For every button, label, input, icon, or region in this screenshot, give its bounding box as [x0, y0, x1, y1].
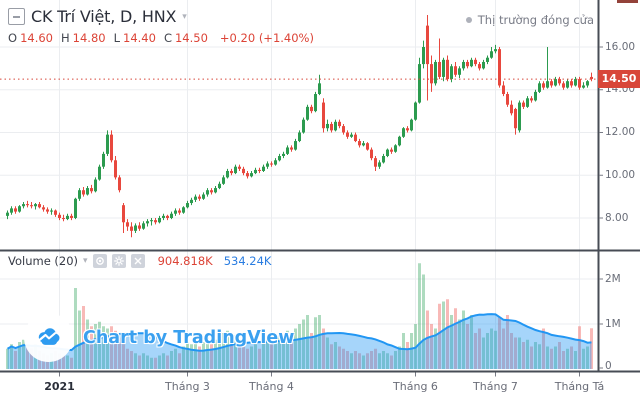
axis-tick-marks: [59, 46, 603, 377]
pane-borders: [0, 0, 640, 373]
legend-collapse-button[interactable]: [8, 8, 25, 25]
volume-ma-value: 534.24K: [223, 254, 272, 268]
visibility-eye-icon[interactable]: [92, 254, 107, 268]
screen-edge-artifact: [617, 0, 638, 3]
ohlc-legend: O 14.60 H 14.80 L 14.40 C 14.50 +0.20 (+…: [8, 31, 314, 45]
gear-icon[interactable]: [111, 254, 126, 268]
volume-indicator-legend: Volume (20) ▾ 904.818K 534.24K: [8, 254, 271, 268]
chevron-down-icon[interactable]: ▾: [182, 11, 187, 22]
tradingview-logo-icon: [24, 313, 73, 362]
volume-indicator-label: Volume (20): [8, 254, 79, 268]
price-change-value: +0.20 (+1.40%): [219, 31, 314, 45]
ohlc-open-value: 14.60: [20, 31, 53, 45]
volume-current-value: 904.818K: [157, 254, 213, 268]
volume-bars: [6, 263, 593, 369]
watermark-text: Chart by TradingView: [83, 327, 295, 348]
ohlc-open-label: O: [8, 31, 18, 45]
ohlc-close-label: C: [163, 31, 172, 45]
market-status: Thị trường đóng cửa: [465, 13, 594, 27]
candlesticks: [6, 14, 593, 238]
ohlc-low-value: 14.40: [123, 31, 156, 45]
volume-ma-area: [7, 313, 592, 369]
close-icon[interactable]: [130, 254, 145, 268]
symbol-title[interactable]: CK Trí Việt, D, HNX: [31, 7, 177, 26]
tradingview-watermark[interactable]: Chart by TradingView: [24, 313, 294, 362]
ohlc-high-label: H: [61, 31, 70, 45]
status-dot-icon: [465, 17, 472, 23]
ohlc-low-label: L: [113, 31, 121, 45]
ohlc-high-value: 14.80: [72, 31, 106, 45]
market-status-text: Thị trường đóng cửa: [477, 13, 594, 27]
symbol-legend: CK Trí Việt, D, HNX ▾: [8, 7, 187, 26]
ohlc-close-value: 14.50: [174, 31, 208, 45]
chevron-down-icon[interactable]: ▾: [83, 256, 88, 266]
minus-icon: [13, 15, 20, 18]
last-price-badge: 14.50: [598, 70, 640, 88]
